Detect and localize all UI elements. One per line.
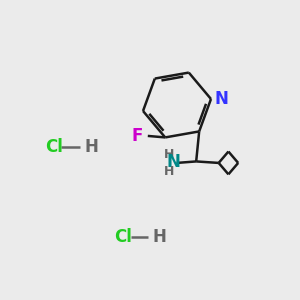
Text: Cl: Cl xyxy=(45,138,63,156)
Text: H: H xyxy=(164,165,174,178)
Text: H: H xyxy=(164,148,174,161)
Text: N: N xyxy=(215,90,229,108)
Text: Cl: Cl xyxy=(114,228,132,246)
Text: F: F xyxy=(131,127,143,145)
Text: H: H xyxy=(153,228,167,246)
Text: N: N xyxy=(166,153,180,171)
Text: H: H xyxy=(84,138,98,156)
